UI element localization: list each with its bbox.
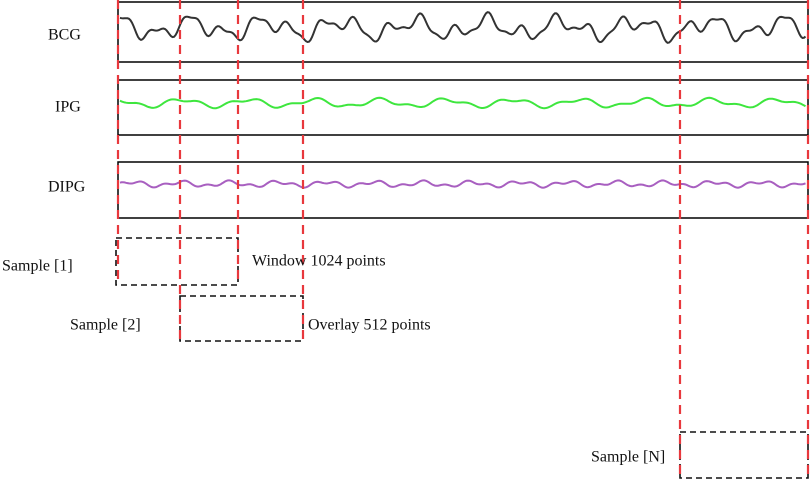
sample-label: Sample [1] [2, 258, 73, 275]
ipg-waveform [119, 96, 806, 110]
sample-n-window [679, 431, 809, 479]
signal-label: DIPG [48, 179, 86, 196]
window-annotation: Window 1024 points [252, 253, 386, 270]
sample-1-window [115, 237, 239, 286]
signal-label: BCG [48, 27, 81, 44]
bcg-box [117, 1, 809, 63]
bcg-waveform [119, 11, 807, 44]
sample-2-window [179, 295, 304, 342]
overlay-annotation: Overlay 512 points [308, 317, 431, 334]
dipg-box [117, 161, 809, 219]
ipg-box [117, 79, 809, 136]
signal-label: IPG [55, 99, 81, 116]
sample-label: Sample [2] [70, 317, 141, 334]
dipg-waveform [119, 179, 806, 189]
sample-label: Sample [N] [591, 449, 665, 466]
